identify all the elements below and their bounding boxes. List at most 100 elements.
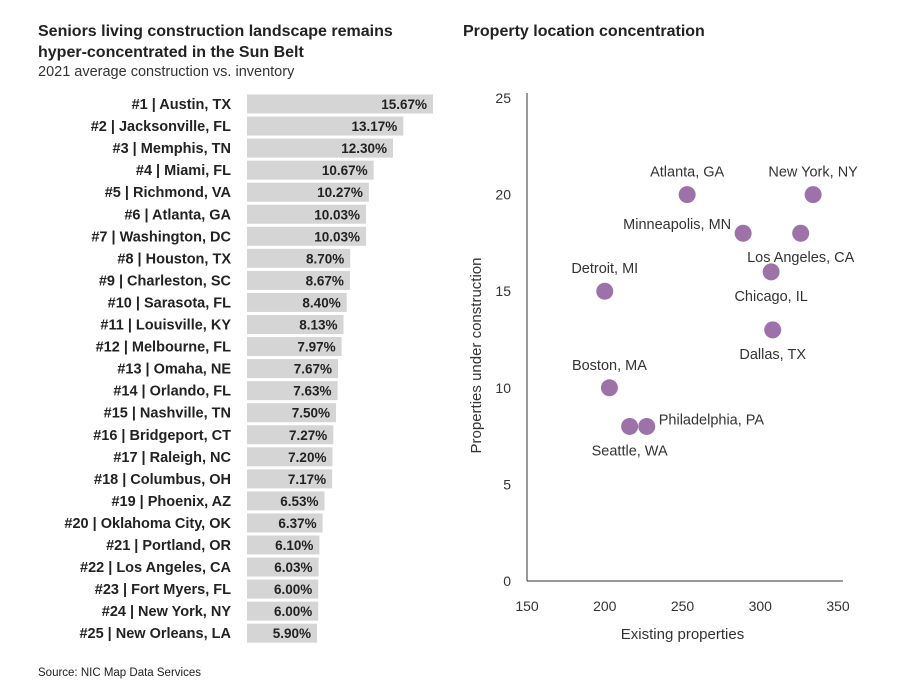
bar-value-label: 10.03%: [314, 207, 360, 222]
bar: [247, 160, 374, 180]
bar-category-label: #3 | Memphis, TN: [113, 141, 231, 157]
bar: [247, 116, 404, 136]
y-tick-label: 15: [495, 283, 511, 299]
bar: [247, 403, 337, 423]
bar: [247, 182, 369, 202]
bar-value-label: 15.67%: [381, 97, 427, 112]
scatter-point: [638, 417, 656, 435]
bar-value-label: 10.03%: [314, 229, 360, 244]
bar-category-label: #9 | Charleston, SC: [99, 273, 232, 289]
bar-value-label: 8.67%: [306, 273, 344, 288]
bar: [247, 270, 350, 290]
y-tick-label: 0: [503, 573, 511, 589]
bar: [247, 579, 319, 599]
bar: [247, 557, 319, 577]
bar-category-label: #6 | Atlanta, GA: [124, 207, 231, 223]
bar-category-label: #14 | Orlando, FL: [113, 384, 231, 400]
bar: [247, 248, 351, 268]
bar-value-label: 6.00%: [274, 582, 312, 597]
bar-value-label: 7.50%: [292, 406, 330, 421]
bar: [247, 138, 393, 158]
x-tick-label: 250: [671, 598, 695, 614]
bar: [247, 535, 320, 555]
bar-value-label: 5.90%: [273, 626, 311, 641]
bar-category-label: #13 | Omaha, NE: [117, 362, 231, 378]
bar-category-label: #8 | Houston, TX: [117, 251, 231, 267]
left-title-line-1: Seniors living construction landscape re…: [38, 23, 393, 40]
bar-value-label: 7.63%: [293, 384, 331, 399]
scatter-point-label: Philadelphia, PA: [659, 412, 765, 428]
scatter-point-label: Atlanta, GA: [650, 165, 724, 181]
bar-value-label: 7.17%: [288, 472, 326, 487]
bar: [247, 425, 334, 445]
left-title-line-2: hyper-concentrated in the Sun Belt: [38, 44, 304, 61]
scatter-point-label: New York, NY: [768, 165, 858, 181]
y-tick-label: 5: [503, 476, 511, 492]
bar-category-label: #20 | Oklahoma City, OK: [64, 516, 231, 532]
bar-category-label: #16 | Bridgeport, CT: [93, 428, 231, 444]
scatter-point-label: Chicago, IL: [734, 289, 807, 305]
bar: [247, 513, 323, 533]
bar: [247, 491, 325, 511]
bar-category-label: #17 | Raleigh, NC: [113, 450, 231, 466]
bar-category-label: #23 | Fort Myers, FL: [95, 582, 231, 598]
scatter-point-label: Seattle, WA: [592, 443, 668, 459]
bar-category-label: #19 | Phoenix, AZ: [111, 494, 231, 510]
bar: [247, 204, 367, 224]
scatter-point: [734, 224, 752, 242]
scatter-point: [764, 321, 782, 339]
left-chart-subtitle: 2021 average construction vs. inventory: [38, 64, 295, 80]
left-chart-title: Seniors living construction landscape re…: [38, 21, 393, 63]
scatter-point-label: Dallas, TX: [739, 347, 806, 363]
bar-category-label: #5 | Richmond, VA: [105, 185, 232, 201]
bar-category-label: #4 | Miami, FL: [136, 163, 231, 179]
y-tick-label: 10: [495, 380, 511, 396]
bar-category-label: #2 | Jacksonville, FL: [91, 119, 231, 135]
bar: [247, 623, 318, 643]
scatter-point: [596, 282, 614, 300]
bar: [247, 94, 433, 114]
bar: [247, 337, 342, 357]
scatter-point: [792, 224, 810, 242]
bar-chart: #1 | Austin, TX 15.67% #2 | Jacksonville, …: [64, 94, 433, 643]
bar: [247, 601, 319, 621]
bar-category-label: #12 | Melbourne, FL: [96, 340, 232, 356]
bar-value-label: 6.10%: [275, 538, 313, 553]
bar-value-label: 7.20%: [288, 450, 326, 465]
bar: [247, 447, 333, 467]
bar-value-label: 8.70%: [306, 251, 344, 266]
bar-value-label: 6.03%: [274, 560, 312, 575]
y-tick-label: 20: [495, 187, 511, 203]
bar: [247, 359, 339, 379]
bar-value-label: 10.27%: [317, 185, 363, 200]
bar-value-label: 13.17%: [352, 119, 398, 134]
source-note: Source: NIC Map Data Services: [38, 667, 201, 679]
x-tick-label: 350: [826, 598, 850, 614]
bar-category-label: #1 | Austin, TX: [132, 97, 232, 113]
scatter-point-label: Boston, MA: [572, 358, 647, 374]
bar-category-label: #15 | Nashville, TN: [104, 406, 231, 422]
y-tick-label: 25: [495, 90, 511, 106]
scatter-point: [621, 417, 639, 435]
right-chart-title: Property location concentration: [463, 23, 705, 40]
bar-value-label: 8.13%: [299, 318, 337, 333]
y-axis-title: Properties under construction: [468, 258, 485, 454]
bar-value-label: 6.37%: [278, 516, 316, 531]
bar-value-label: 7.67%: [294, 362, 332, 377]
bar: [247, 226, 367, 246]
bar-value-label: 6.00%: [274, 604, 312, 619]
bar-category-label: #10 | Sarasota, FL: [108, 295, 231, 311]
scatter-point: [600, 379, 618, 397]
x-tick-label: 200: [593, 598, 617, 614]
scatter-point: [804, 186, 822, 204]
scatter-point-label: Los Angeles, CA: [747, 250, 855, 266]
bar-category-label: #21 | Portland, OR: [106, 538, 231, 554]
bar-value-label: 7.97%: [297, 340, 335, 355]
bar-category-label: #11 | Louisville, KY: [100, 318, 231, 334]
bar: [247, 292, 347, 312]
bar-value-label: 12.30%: [341, 141, 387, 156]
bar-value-label: 7.27%: [289, 428, 327, 443]
scatter-point-label: Minneapolis, MN: [623, 217, 731, 233]
bar-category-label: #25 | New Orleans, LA: [79, 626, 231, 642]
bar-category-label: #7 | Washington, DC: [91, 229, 231, 245]
